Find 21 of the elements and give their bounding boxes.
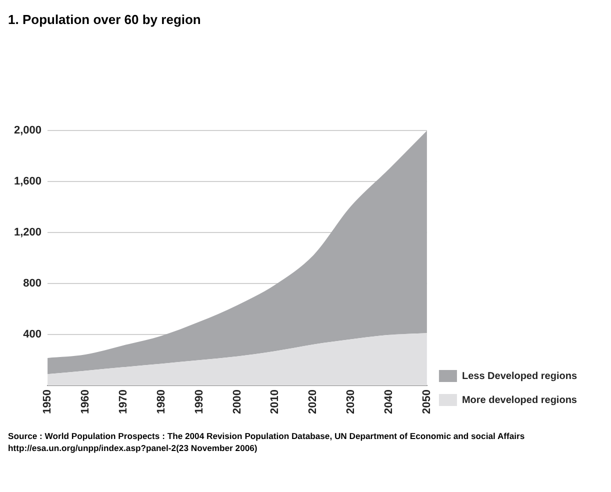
legend-label: More developed regions [462, 394, 578, 406]
chart-title: 1. Population over 60 by region [8, 12, 201, 27]
y-tick-label: 1,200 [14, 226, 42, 239]
x-tick-label: 2040 [383, 390, 396, 414]
source-note: Source : World Population Prospects : The 2004 Revision Population Database, UN Department of Economic and social Affairs [8, 430, 525, 442]
y-tick-label: 800 [23, 278, 42, 290]
y-tick-label: 1,600 [14, 176, 42, 188]
x-tick-label: 1970 [117, 390, 130, 414]
x-tick-label: 1980 [155, 390, 168, 414]
x-tick-label: 2000 [231, 390, 244, 414]
x-tick-label: 2010 [269, 390, 282, 414]
x-tick-label: 2030 [345, 390, 358, 414]
x-tick-label: 1990 [193, 390, 206, 414]
x-tick-label: 1960 [80, 390, 92, 414]
x-tick-label: 2050 [420, 390, 433, 414]
x-tick-label: 1950 [42, 390, 54, 414]
text: http://esa.un.org/unpp/index.asp?panel-2(23 November 2006) [8, 442, 258, 454]
y-tick-label: 400 [23, 328, 42, 341]
y-tick-label: 2,000 [14, 124, 42, 137]
x-tick-label: 2020 [307, 390, 320, 414]
legend-label: Less Developed regions [462, 370, 578, 382]
